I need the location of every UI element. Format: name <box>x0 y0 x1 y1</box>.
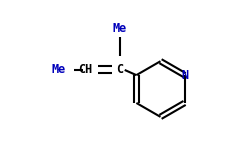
Text: C: C <box>116 63 123 76</box>
Text: CH: CH <box>78 63 92 76</box>
Text: Me: Me <box>112 22 126 35</box>
Text: N: N <box>180 69 188 82</box>
Text: Me: Me <box>52 63 66 76</box>
